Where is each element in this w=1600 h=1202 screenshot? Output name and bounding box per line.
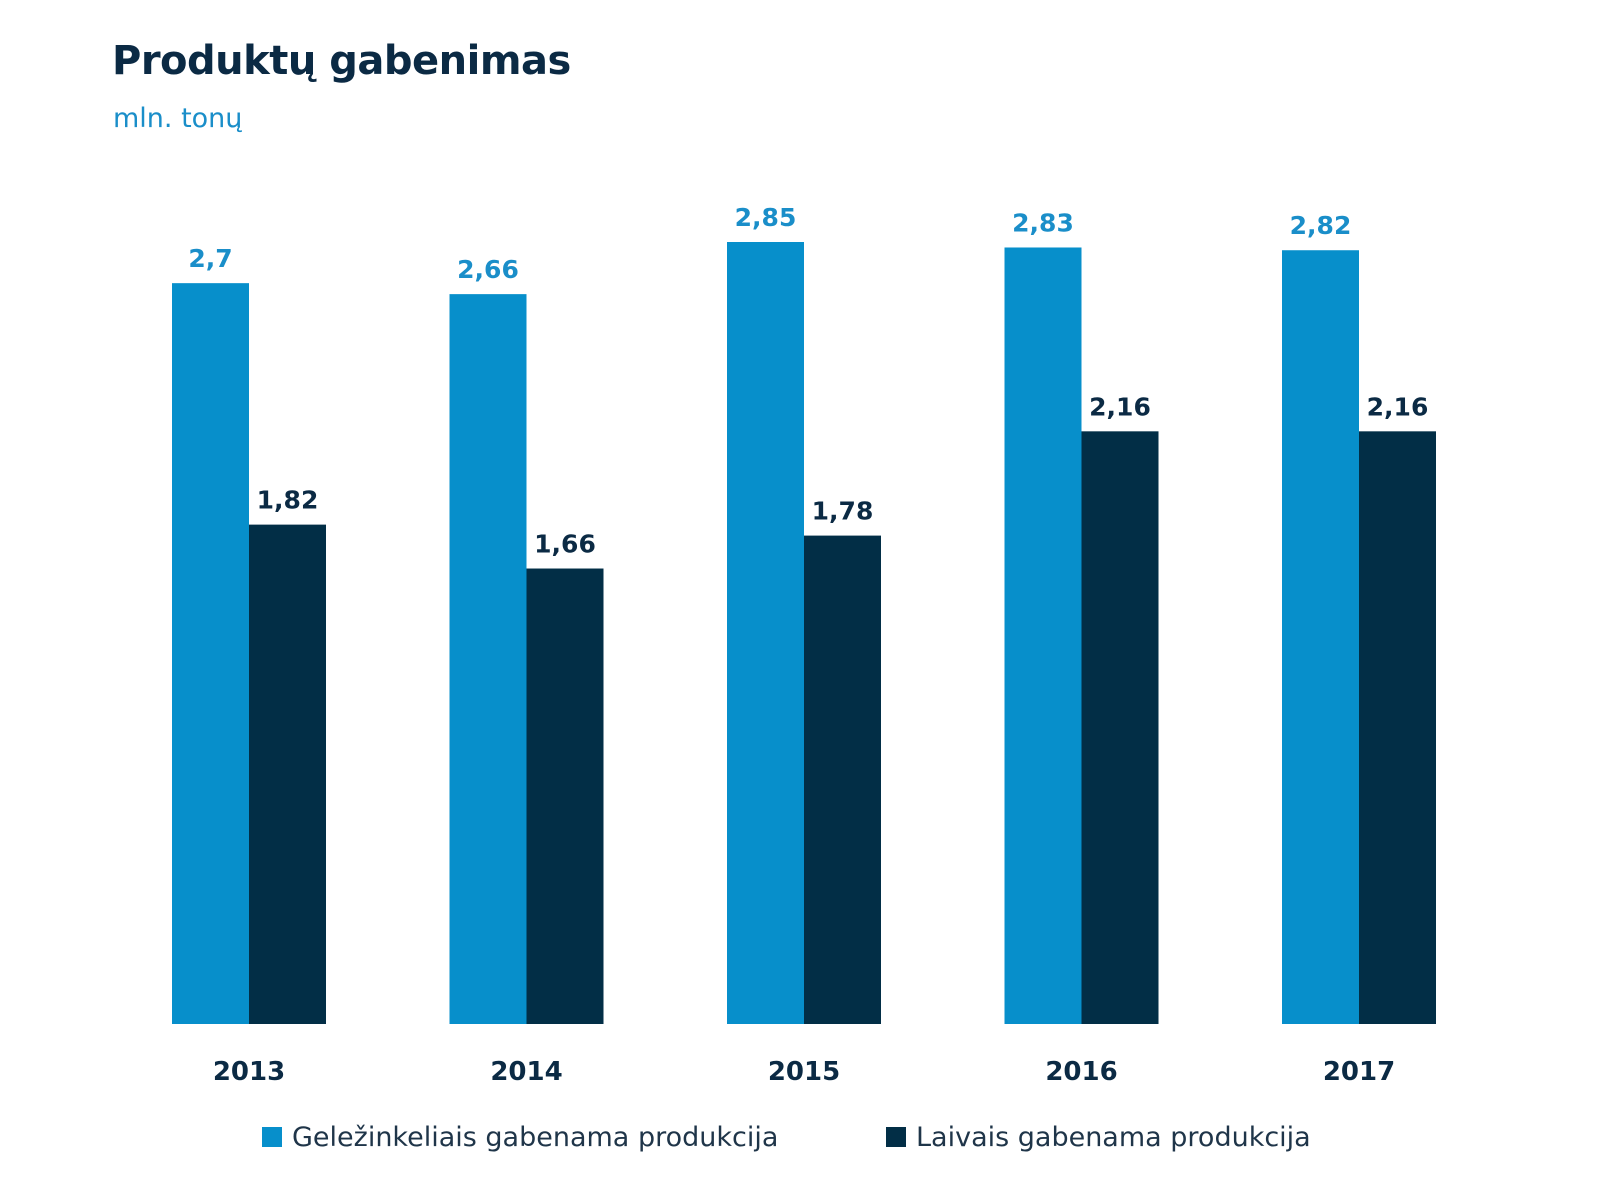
bar-ship-2013	[249, 524, 326, 1024]
data-label-ship-2015: 1,78	[812, 497, 874, 526]
bar-rail-2015	[727, 242, 804, 1024]
legend-swatch-ship	[886, 1127, 906, 1147]
bar-rail-2016	[1004, 247, 1082, 1024]
data-label-rail-2014: 2,66	[457, 255, 519, 284]
x-tick-label-2016: 2016	[1045, 1057, 1117, 1087]
chart-subtitle: mln. tonų	[113, 103, 243, 134]
chart-legend: Geležinkeliais gabenama produkcija Laiva…	[0, 1117, 1600, 1157]
x-tick-label-2014: 2014	[490, 1057, 562, 1087]
data-label-rail-2017: 2,82	[1290, 211, 1352, 240]
legend-label-rail: Geležinkeliais gabenama produkcija	[292, 1121, 779, 1153]
legend-label-ship: Laivais gabenama produkcija	[916, 1121, 1311, 1153]
legend-item-ship: Laivais gabenama produkcija	[886, 1117, 1311, 1157]
x-tick-label-2017: 2017	[1323, 1057, 1395, 1087]
data-label-rail-2016: 2,83	[1012, 208, 1074, 237]
legend-item-rail: Geležinkeliais gabenama produkcija	[262, 1117, 778, 1157]
data-label-ship-2013: 1,82	[257, 486, 319, 515]
x-tick-label-2013: 2013	[213, 1057, 285, 1087]
legend-swatch-rail	[262, 1127, 282, 1147]
bar-ship-2015	[804, 535, 881, 1024]
chart-title: Produktų gabenimas	[112, 38, 571, 84]
data-label-ship-2014: 1,66	[534, 530, 596, 559]
data-label-ship-2017: 2,16	[1367, 392, 1429, 421]
bar-rail-2017	[1282, 250, 1359, 1025]
bar-ship-2016	[1081, 431, 1159, 1025]
data-label-rail-2015: 2,85	[735, 203, 797, 232]
bar-rail-2013	[172, 283, 249, 1024]
x-tick-label-2015: 2015	[768, 1057, 840, 1087]
bar-ship-2014	[526, 568, 604, 1024]
data-label-rail-2013: 2,7	[188, 244, 232, 273]
bar-rail-2014	[449, 294, 527, 1025]
bar-ship-2017	[1359, 431, 1436, 1025]
data-label-ship-2016: 2,16	[1089, 392, 1151, 421]
bar-chart: 2,7 1,82 2013 2,66 1,66 2014 2,85 1,78 2015 2,83 2…	[172, 203, 1436, 1087]
